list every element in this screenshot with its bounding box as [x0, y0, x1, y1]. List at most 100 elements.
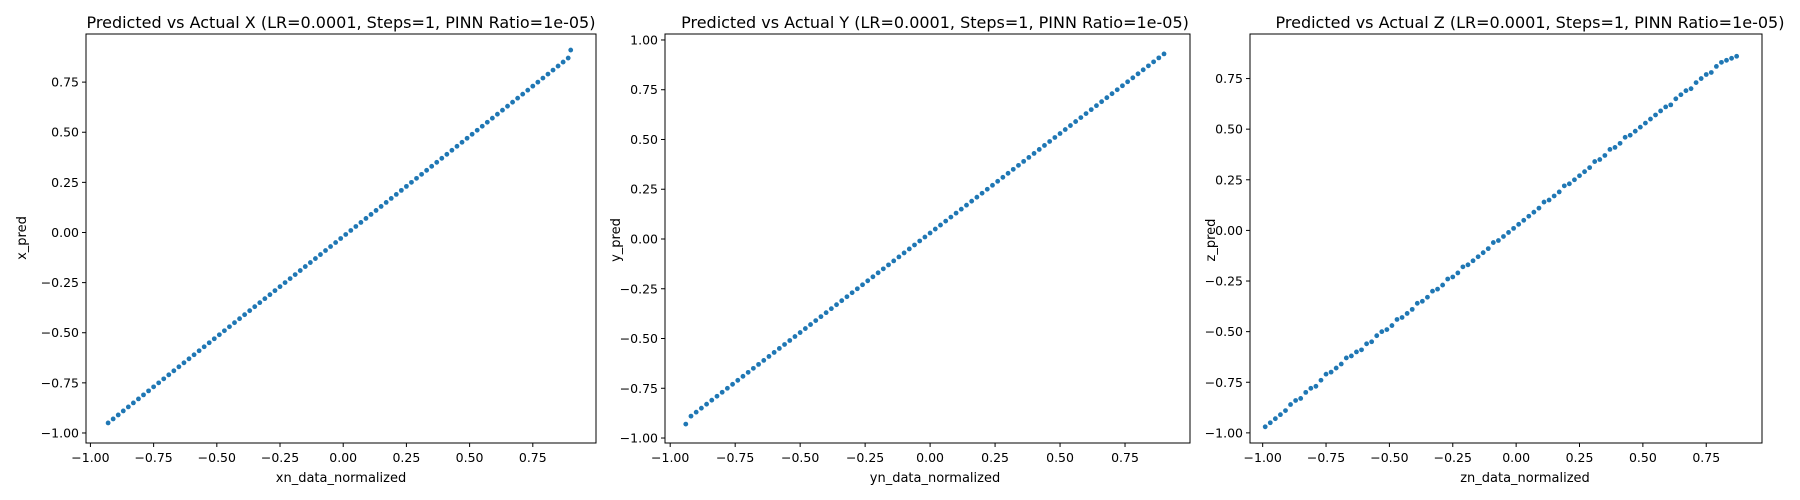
- x-tick-label: −0.25: [846, 450, 884, 465]
- scatter-point: [1561, 183, 1567, 189]
- scatter-point: [1592, 159, 1598, 164]
- scatter-point: [1062, 127, 1068, 132]
- scatter-point: [1005, 170, 1011, 176]
- scatter-point: [688, 413, 694, 419]
- scatter-point: [1293, 398, 1299, 403]
- scatter-point: [818, 314, 824, 320]
- scatter-point: [797, 330, 803, 335]
- y-tick-label: 0.50: [51, 125, 79, 140]
- subplot-y: Predicted vs Actual Y (LR=0.0001, Steps=…: [609, 13, 1191, 486]
- x-tick-label: −1.00: [651, 450, 689, 465]
- scatter-point: [1572, 177, 1577, 183]
- scatter-point: [1359, 347, 1364, 353]
- scatter-point: [1073, 119, 1079, 124]
- scatter-point: [500, 107, 505, 113]
- scatter-point: [560, 59, 566, 65]
- scatter-point: [1724, 57, 1729, 63]
- scatter-point: [1627, 132, 1633, 138]
- scatter-point: [1480, 250, 1486, 256]
- x-tick-label: 0.00: [1502, 450, 1530, 465]
- scatter-point: [1713, 64, 1719, 69]
- scatter-point: [227, 324, 232, 330]
- scatter-point: [1010, 166, 1016, 172]
- scatter-point: [383, 200, 389, 205]
- x-axis-ticks: −1.00 −0.75 −0.50 −0.25 0.00 0.25 0.50 0.75: [651, 443, 1139, 465]
- y-tick-label: −1.00: [1205, 425, 1243, 440]
- y-tick-label: 0.25: [1215, 172, 1243, 187]
- y-tick-label: −0.25: [1205, 274, 1243, 289]
- scatter-point: [429, 163, 435, 169]
- scatter-point: [1566, 181, 1572, 187]
- y-tick-label: 0.50: [1215, 122, 1243, 137]
- scatter-point: [434, 159, 440, 165]
- subplot-z: Predicted vs Actual Z (LR=0.0001, Steps=…: [1204, 13, 1784, 486]
- scatter-point: [1693, 80, 1699, 85]
- scatter-point: [1303, 389, 1309, 395]
- x-tick-label: −0.50: [781, 450, 819, 465]
- scatter-point: [740, 373, 746, 379]
- plot-frame: [1249, 33, 1763, 444]
- scatter-point: [323, 248, 328, 253]
- scatter-point: [242, 312, 248, 318]
- x-tick-label: −0.75: [134, 450, 172, 465]
- scatter-point: [409, 179, 414, 185]
- scatter-point: [1298, 396, 1304, 401]
- x-tick-label: 0.25: [392, 450, 420, 465]
- scatter-point: [1338, 361, 1344, 367]
- scatter-point: [1114, 87, 1120, 93]
- chart-title: Predicted vs Actual X (LR=0.0001, Steps=…: [87, 13, 596, 32]
- scatter-point: [1708, 70, 1714, 75]
- scatter-point: [730, 381, 735, 387]
- scatter-point: [530, 83, 536, 89]
- y-tick-label: 0.00: [630, 231, 658, 246]
- scatter-point: [943, 218, 949, 224]
- scatter-point: [454, 143, 460, 149]
- x-tick-label: 0.25: [981, 450, 1009, 465]
- scatter-point: [1399, 315, 1405, 320]
- scatter-point: [756, 361, 761, 367]
- scatter-point: [540, 75, 546, 81]
- scatter-point: [1485, 246, 1491, 252]
- scatter-point: [146, 388, 151, 394]
- scatter-point: [1658, 108, 1664, 114]
- scatter-point: [459, 139, 465, 145]
- scatter-point: [1653, 112, 1658, 118]
- subplot-x: Predicted vs Actual X (LR=0.0001, Steps=…: [15, 13, 597, 486]
- scatter-point: [750, 365, 756, 371]
- scatter-point: [1151, 59, 1157, 65]
- scatter-point: [1637, 124, 1643, 130]
- scatter-point: [896, 254, 902, 260]
- scatter-point: [1531, 209, 1537, 215]
- plot-frame: [664, 33, 1191, 444]
- scatter-point: [870, 274, 876, 280]
- scatter-point: [495, 111, 500, 117]
- scatter-point: [520, 91, 526, 97]
- scatter-point: [267, 292, 273, 298]
- scatter-point: [828, 306, 834, 312]
- scatter-point: [525, 87, 531, 93]
- scatter-point: [363, 216, 369, 221]
- scatter-point: [186, 356, 192, 362]
- scatter-point: [823, 310, 829, 316]
- scatter-point: [1404, 311, 1410, 316]
- scatter-point: [1440, 282, 1446, 288]
- scatter-point: [1673, 96, 1679, 102]
- scatter-point: [776, 346, 782, 351]
- scatter-point: [1323, 371, 1329, 377]
- scatter-point: [444, 151, 450, 157]
- scatter-point: [484, 119, 490, 125]
- scatter-point: [995, 178, 1001, 184]
- scatter-point: [191, 352, 197, 358]
- scatter-point: [206, 340, 212, 346]
- scatter-point: [808, 322, 813, 327]
- scatter-point: [912, 242, 917, 248]
- scatter-point: [1267, 420, 1273, 426]
- scatter-point: [735, 377, 741, 383]
- scatter-point: [1125, 79, 1131, 85]
- scatter-points: [683, 51, 1167, 427]
- scatter-point: [262, 296, 268, 302]
- scatter-point: [709, 397, 715, 403]
- scatter-point: [901, 250, 907, 256]
- scatter-point: [1161, 51, 1167, 57]
